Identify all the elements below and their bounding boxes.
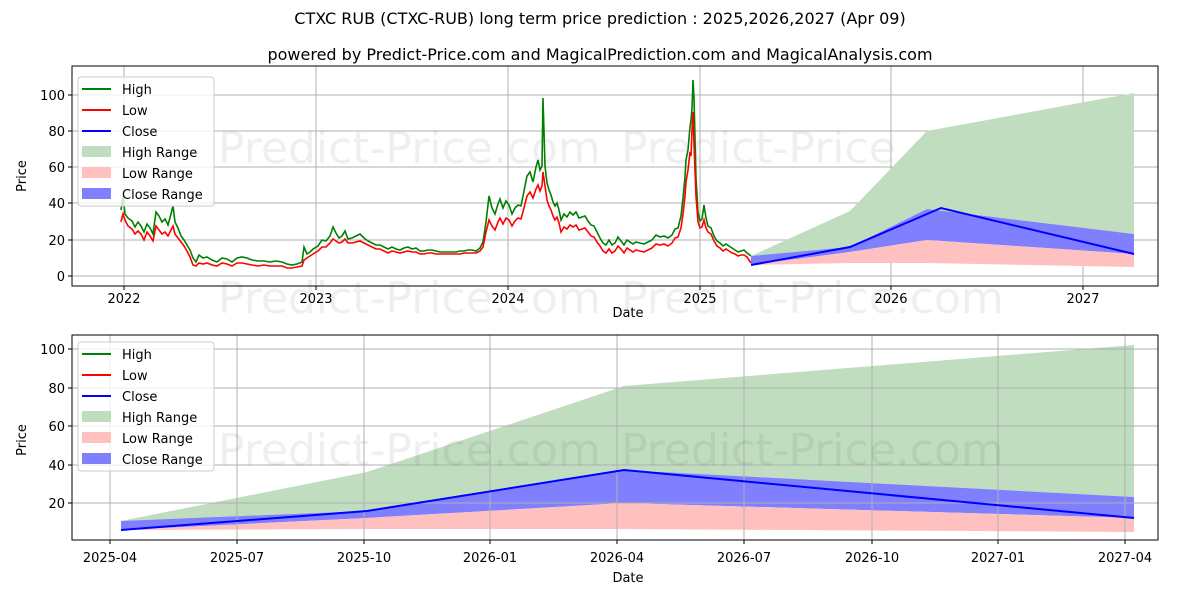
watermark: Predict-Price.com xyxy=(218,425,601,476)
legend-label: Close xyxy=(122,390,157,405)
legend-label: Low xyxy=(122,104,148,119)
watermark: Predict-Price.com xyxy=(621,425,1004,476)
legend-label: High xyxy=(122,348,152,363)
close-line xyxy=(120,468,1135,531)
legend-label: Low Range xyxy=(122,432,193,447)
y-tick-label: 20 xyxy=(48,497,65,512)
x-tick-label: 2026-01 xyxy=(463,551,517,566)
x-axis-label: Date xyxy=(612,571,643,586)
legend-low-range-swatch xyxy=(82,432,111,443)
y-axis-label: Price xyxy=(15,424,30,456)
y-tick-label: 0 xyxy=(57,270,65,285)
watermark: Predict-Price.com xyxy=(621,273,1004,324)
high-range-area xyxy=(121,345,1134,530)
x-axis-label: Date xyxy=(612,306,643,321)
top-axes-frame xyxy=(71,65,1159,287)
x-tick-label: 2026-10 xyxy=(845,551,899,566)
close-range-area xyxy=(121,470,1134,530)
x-tick-label: 2025 xyxy=(683,292,716,307)
y-tick-label: 40 xyxy=(48,197,65,212)
watermark: Predict-Price.com xyxy=(218,273,601,324)
bottom-chart: Predict-Price.com Predict-Price.com 20 4… xyxy=(15,334,1159,586)
legend: High Low Close High Range Low Range Clos… xyxy=(77,76,215,207)
x-tick-label: 2027 xyxy=(1066,292,1099,307)
y-tick-label: 100 xyxy=(40,89,65,104)
low-range-area xyxy=(751,240,1134,267)
y-tick-label: 100 xyxy=(40,343,65,358)
legend-high-range-swatch xyxy=(82,146,111,157)
legend: High Low Close High Range Low Range Clos… xyxy=(77,341,215,472)
x-tick-label: 2027-04 xyxy=(1098,551,1152,566)
legend-close-range-swatch xyxy=(82,453,111,464)
chart-title: CTXC RUB (CTXC-RUB) long term price pred… xyxy=(294,9,906,28)
legend-label: Close xyxy=(122,125,157,140)
x-tick-label: 2027-01 xyxy=(971,551,1025,566)
x-tick-label: 2022 xyxy=(107,292,140,307)
bottom-axes-frame xyxy=(71,334,1159,541)
close-line xyxy=(750,206,1135,266)
low-line xyxy=(120,111,752,269)
x-tick-label: 2026 xyxy=(874,292,907,307)
x-tick-label: 2024 xyxy=(491,292,524,307)
legend-label: High Range xyxy=(122,411,197,426)
top-chart: Predict-Price.com Predict-Price.com Pred… xyxy=(15,65,1159,324)
legend-label: Low Range xyxy=(122,167,193,182)
x-tick-label: 2026-07 xyxy=(717,551,771,566)
y-tick-label: 80 xyxy=(48,382,65,397)
chart-subtitle: powered by Predict-Price.com and Magical… xyxy=(267,45,933,64)
legend-label: Close Range xyxy=(122,453,203,468)
legend-label: Low xyxy=(122,369,148,384)
y-tick-label: 60 xyxy=(48,161,65,176)
y-tick-label: 20 xyxy=(48,234,65,249)
legend-label: High xyxy=(122,83,152,98)
y-tick-label: 40 xyxy=(48,459,65,474)
legend-label: High Range xyxy=(122,146,197,161)
x-tick-label: 2023 xyxy=(299,292,332,307)
y-tick-label: 60 xyxy=(48,420,65,435)
y-tick-label: 80 xyxy=(48,125,65,140)
x-tick-label: 2025-04 xyxy=(83,551,137,566)
legend-high-range-swatch xyxy=(82,411,111,422)
legend-close-range-swatch xyxy=(82,188,111,199)
x-tick-label: 2025-07 xyxy=(210,551,264,566)
close-range-area xyxy=(751,209,1134,265)
x-tick-label: 2026-04 xyxy=(590,551,644,566)
low-range-area xyxy=(121,503,1134,532)
high-line xyxy=(120,79,752,266)
x-tick-label: 2025-10 xyxy=(337,551,391,566)
legend-label: Close Range xyxy=(122,188,203,203)
y-axis-label: Price xyxy=(15,160,30,192)
legend-low-range-swatch xyxy=(82,167,111,178)
high-range-area xyxy=(751,93,1134,265)
